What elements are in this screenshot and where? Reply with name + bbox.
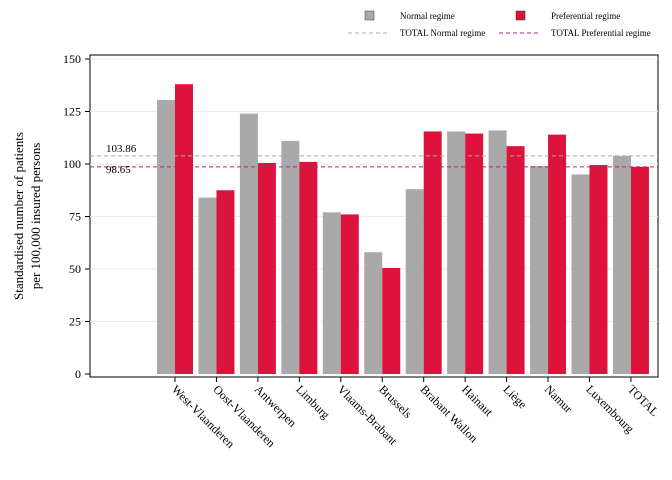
legend-swatch-normal — [364, 10, 375, 21]
legend: Normal regime Preferential regime TOTAL No… — [348, 10, 651, 38]
legend-label: TOTAL Preferential regime — [551, 28, 651, 38]
bar-normal — [281, 140, 300, 374]
bars — [157, 84, 649, 374]
legend-swatch-preferential — [515, 10, 526, 21]
x-tick-label: Hainaut — [459, 382, 496, 419]
bar-normal — [571, 174, 590, 374]
legend-label: Preferential regime — [551, 11, 620, 21]
x-tick-label: Namur — [542, 382, 575, 415]
y-tick-label: 150 — [63, 52, 81, 66]
reference-line-label: 98.65 — [106, 164, 131, 176]
bar-normal — [157, 99, 175, 374]
y-axis-label: Standardised number of patients per 100,0… — [11, 132, 43, 300]
bar-normal — [239, 113, 258, 374]
bar-preferential — [465, 133, 484, 374]
legend-label: Normal regime — [400, 11, 455, 21]
bar-normal — [612, 155, 631, 374]
y-tick-label: 50 — [69, 262, 81, 276]
x-tick-label: Limburg — [293, 382, 332, 421]
bar-normal — [364, 252, 383, 374]
y-axis-label-line: per 100,000 insured persons — [28, 143, 43, 290]
x-tick-label: Brussels — [376, 382, 415, 421]
bar-preferential — [175, 84, 193, 374]
y-axis-label-line: Standardised number of patients — [11, 132, 26, 300]
bar-preferential — [257, 162, 276, 374]
bar-normal — [322, 212, 341, 374]
bar-preferential — [548, 134, 567, 374]
bar-preferential — [423, 131, 442, 374]
bar-preferential — [382, 267, 401, 374]
bar-normal — [488, 130, 507, 374]
y-axis: 0 25 50 75 100 125 150 — [63, 52, 90, 381]
bar-normal — [530, 166, 549, 374]
bar-normal — [405, 189, 424, 374]
bar-normal — [447, 131, 466, 374]
reference-lines: 103.86 98.65 — [90, 143, 658, 176]
y-tick-label: 125 — [63, 105, 81, 119]
bar-preferential — [340, 214, 359, 374]
y-tick-label: 75 — [69, 210, 81, 224]
x-tick-label: TOTAL — [625, 382, 662, 419]
bar-preferential — [299, 161, 318, 374]
bar-preferential — [506, 146, 525, 374]
legend-label: TOTAL Normal regime — [400, 28, 485, 38]
x-axis: West-VlaanderenOost-VlaanderenAntwerpenL… — [169, 377, 662, 451]
y-tick-label: 25 — [69, 315, 81, 329]
y-tick-label: 100 — [63, 157, 81, 171]
y-tick-label: 0 — [75, 367, 81, 381]
bar-preferential — [630, 166, 649, 374]
bar-normal — [198, 197, 217, 374]
reference-line-label: 103.86 — [106, 143, 137, 155]
x-tick-label: Liège — [500, 382, 529, 411]
bar-preferential — [589, 165, 608, 374]
bar-preferential — [216, 190, 235, 374]
